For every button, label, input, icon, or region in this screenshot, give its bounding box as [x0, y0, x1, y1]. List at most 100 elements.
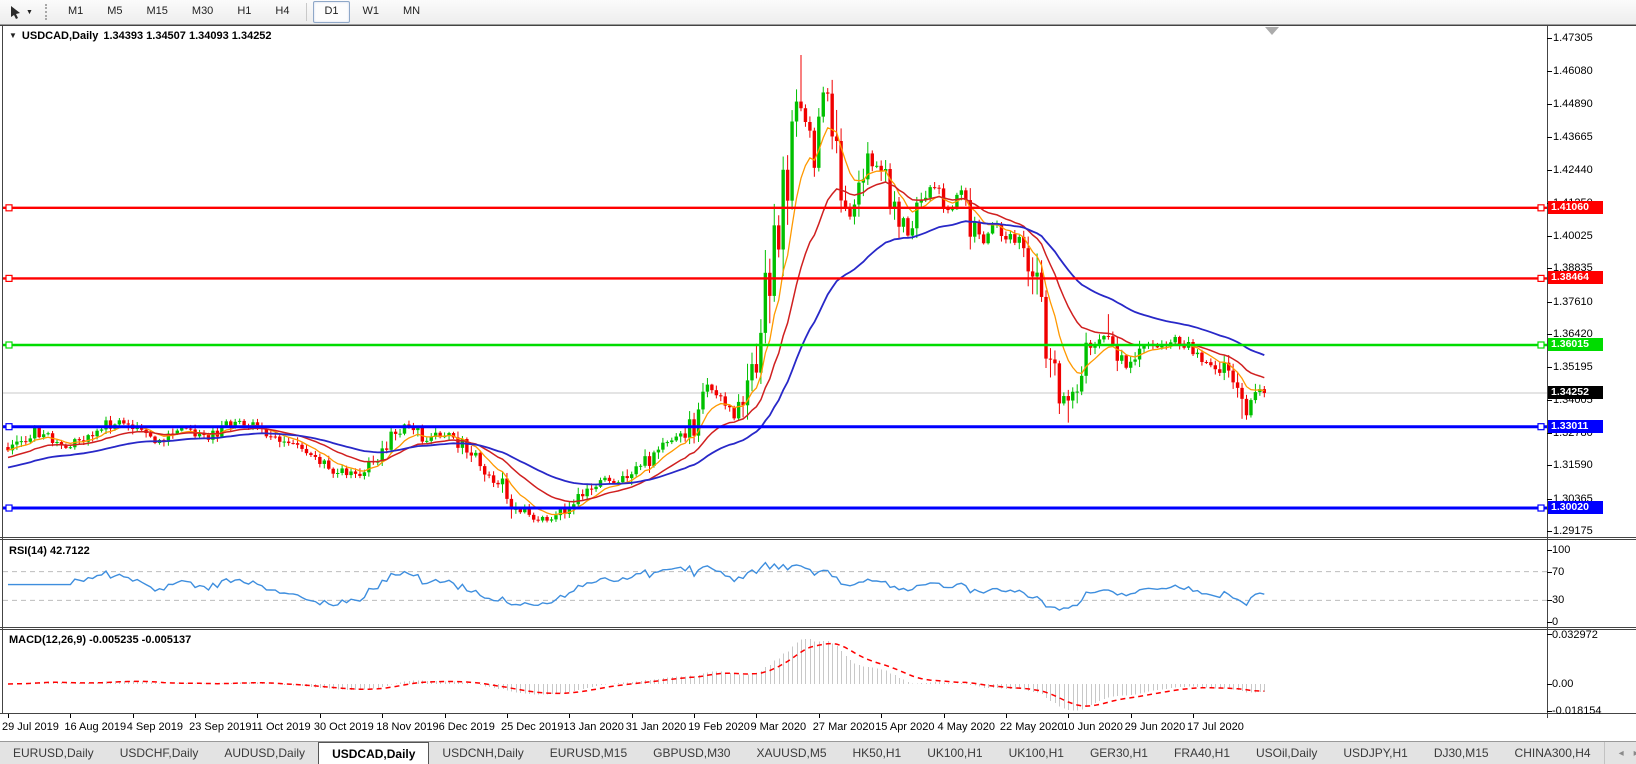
chart-tab-USDCNH-Daily[interactable]: USDCNH,Daily [442, 746, 524, 760]
chart-title: ▼ USDCAD,Daily 1.34393 1.34507 1.34093 1… [9, 30, 272, 42]
rsi-indicator-label: RSI(14) 42.7122 [9, 545, 90, 557]
pointer-tool-icon [11, 6, 20, 19]
date-label: 27 Mar 2020 [812, 721, 875, 733]
level-price-tag: 1.30020 [1548, 501, 1603, 515]
chart-frame [0, 25, 1636, 718]
chart-tab-USDCAD-Daily[interactable]: USDCAD,Daily [318, 742, 430, 764]
level-handle[interactable] [5, 204, 13, 212]
current-price-tag: 1.34252 [1548, 385, 1603, 399]
chart-tab-EURUSD-Daily[interactable]: EURUSD,Daily [13, 746, 94, 760]
chart-ohlc-values: 1.34393 1.34507 1.34093 1.34252 [103, 30, 272, 42]
tab-scroll-right-button[interactable]: ▸ [1634, 748, 1636, 759]
ma-slow-line [7, 220, 1265, 486]
level-handle[interactable] [5, 504, 13, 512]
level-handle[interactable] [1537, 274, 1545, 283]
level-handle[interactable] [1537, 504, 1545, 512]
rsi-line [8, 561, 1265, 611]
timeframe-button-MN[interactable]: MN [403, 5, 421, 18]
level-handle[interactable] [1537, 341, 1545, 349]
chart-shift-marker-icon[interactable] [1265, 27, 1279, 35]
price-tick-label: 1.46080 [1553, 65, 1593, 78]
rsi-tick-label: 0 [1552, 616, 1559, 628]
date-label: 30 Oct 2019 [313, 721, 374, 733]
timeframe-button-M5[interactable]: M5 [107, 5, 123, 18]
date-label: 31 Jan 2020 [625, 721, 687, 733]
timeframe-button-M1[interactable]: M1 [67, 5, 84, 18]
date-label: 23 Sep 2019 [189, 721, 252, 733]
level-handle[interactable] [1537, 204, 1545, 212]
chart-tab-USOil-Daily[interactable]: USOil,Daily [1256, 746, 1318, 760]
pointer-tool-button[interactable]: ▼ [4, 2, 37, 22]
date-label: 4 Sep 2019 [126, 721, 184, 733]
date-label: 18 Nov 2019 [376, 721, 439, 733]
date-label: 11 Oct 2019 [251, 721, 311, 733]
level-price-tag: 1.41060 [1548, 200, 1603, 214]
level-price-tag: 1.38464 [1548, 271, 1603, 285]
price-tick-label: 1.40025 [1553, 229, 1593, 242]
date-label: 15 Apr 2020 [875, 721, 935, 733]
ma-medium-line [7, 181, 1265, 503]
caret-down-icon: ▼ [26, 8, 33, 16]
price-tick-label: 1.31590 [1553, 459, 1593, 472]
rsi-tick-label: 100 [1552, 544, 1571, 556]
macd-tick-label: 0.00 [1552, 678, 1574, 690]
toolbar-separator [306, 3, 308, 21]
timeframe-button-M15[interactable]: M15 [146, 5, 168, 18]
chart-tab-FRA40-H1[interactable]: FRA40,H1 [1173, 746, 1231, 760]
tab-scroll-left-button[interactable]: ◂ [1618, 747, 1624, 759]
level-handle[interactable] [5, 341, 13, 349]
date-label: 29 Jul 2019 [2, 721, 59, 733]
caret-down-icon[interactable]: ▼ [9, 31, 17, 40]
chart-tab-EURUSD-M15[interactable]: EURUSD,M15 [549, 746, 628, 760]
price-tick-label: 1.43665 [1553, 130, 1593, 143]
chart-tab-UK100-H1[interactable]: UK100,H1 [1008, 746, 1064, 760]
macd-tick-label: 0.032972 [1552, 629, 1598, 641]
chart-tab-DJ30-M15[interactable]: DJ30,M15 [1433, 746, 1489, 760]
level-handle[interactable] [1537, 423, 1545, 431]
timeframe-button-H4[interactable]: H4 [275, 5, 290, 18]
timeframe-button-W1[interactable]: W1 [362, 5, 380, 18]
rsi-tick-label: 70 [1552, 565, 1565, 578]
chart-tab-USDJPY-H1[interactable]: USDJPY,H1 [1343, 746, 1408, 760]
chart-tab-UK100-H1[interactable]: UK100,H1 [927, 746, 983, 760]
chart-tab-bar: EURUSD,Daily USDCHF,Daily AUDUSD,Daily USDC… [0, 741, 1636, 764]
level-handle[interactable] [5, 423, 13, 431]
price-tick-label: 1.29175 [1553, 525, 1593, 537]
macd-tick-label: -0.018154 [1552, 705, 1602, 717]
date-label: 13 Jan 2020 [563, 721, 624, 733]
level-handle[interactable] [5, 274, 13, 283]
price-tick-label: 1.42440 [1553, 164, 1593, 177]
chart-tab-GER30-H1[interactable]: GER30,H1 [1089, 746, 1148, 760]
tab-scroll-controls: ◂▸ [1603, 742, 1636, 764]
chart-tab-GBPUSD-M30[interactable]: GBPUSD,M30 [653, 746, 731, 760]
price-tick-label: 1.36420 [1553, 327, 1593, 340]
date-label: 16 Aug 2019 [64, 721, 127, 733]
date-label: 19 Feb 2020 [688, 721, 750, 733]
date-label: 10 Jun 2020 [1062, 721, 1123, 733]
timeframe-buttons: M1 M5 M15 M30 H1 H4 D1 W1 MN [56, 0, 432, 24]
chart-tab-HK50-H1[interactable]: HK50,H1 [852, 746, 902, 760]
price-tick-label: 1.44890 [1553, 97, 1593, 110]
chart-tab-CHINA300-H4[interactable]: CHINA300,H4 [1514, 746, 1591, 760]
price-tick-label: 1.37610 [1553, 295, 1593, 308]
date-label: 4 May 2020 [937, 721, 996, 733]
price-tick-label: 1.38835 [1553, 262, 1593, 275]
date-label: 6 Dec 2019 [438, 721, 495, 733]
chart-tab-USDCHF-Daily[interactable]: USDCHF,Daily [119, 746, 199, 760]
timeframe-toolbar: ▼ M1 M5 M15 M30 H1 H4 D1 W1 MN [0, 0, 1636, 25]
date-label: 9 Mar 2020 [750, 721, 807, 733]
timeframe-button-H1[interactable]: H1 [237, 5, 252, 18]
date-label: 29 Jun 2020 [1124, 721, 1186, 733]
level-price-tag: 1.33011 [1548, 419, 1603, 433]
candles-layer [6, 54, 1267, 523]
price-tick-label: 1.47305 [1553, 32, 1593, 44]
timeframe-button-M30[interactable]: M30 [191, 5, 214, 18]
timeframe-button-D1[interactable]: D1 [313, 1, 350, 23]
rsi-tick-label: 30 [1552, 594, 1565, 607]
macd-indicator-label: MACD(12,26,9) -0.005235 -0.005137 [9, 634, 192, 646]
date-label: 17 Jul 2020 [1187, 721, 1244, 733]
chart-tab-XAUUSD-M5[interactable]: XAUUSD,M5 [756, 746, 827, 760]
chart-tab-AUDUSD-Daily[interactable]: AUDUSD,Daily [224, 746, 306, 760]
